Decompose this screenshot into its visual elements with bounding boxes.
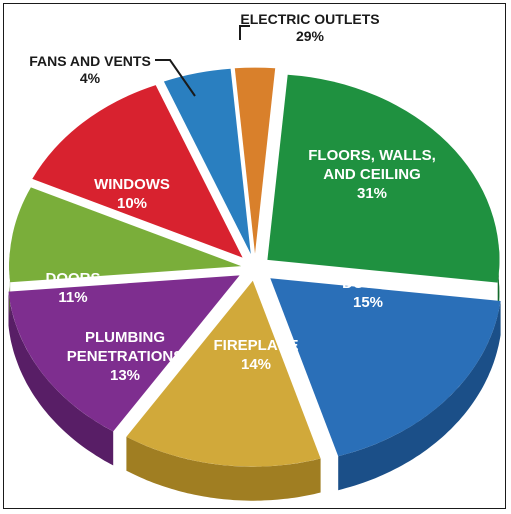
- label-windows: WINDOWS 10%: [94, 176, 170, 212]
- label-doors: DOORS 11%: [45, 270, 100, 306]
- slice-name-label: PLUMBING: [85, 329, 165, 346]
- slice-value-label: 15%: [353, 294, 383, 311]
- label-fireplace: FIREPLACE 14%: [213, 337, 298, 373]
- slice-electric-outlets: [234, 67, 276, 254]
- slice-value-label: 14%: [241, 356, 271, 373]
- slice-name-label: ELECTRIC OUTLETS: [240, 11, 379, 27]
- slice-floors-walls-and-ceiling: [267, 74, 500, 283]
- chart-frame: [3, 3, 506, 509]
- slice-fans-and-vents: [163, 68, 251, 254]
- leader-line-fans-and-vents: [155, 59, 196, 97]
- slice-value-label: 13%: [110, 367, 140, 384]
- slice-name-label: DOORS: [45, 270, 100, 287]
- label-plumbing-penetrations: PLUMBING PENETRATIONS 13%: [67, 329, 183, 384]
- label-fans-and-vents: FANS AND VENTS 4%: [29, 53, 151, 86]
- slice-name-label: PENETRATIONS: [67, 348, 183, 365]
- label-ducts: DUCTS 15%: [342, 275, 394, 311]
- slice-value-label: 29%: [296, 28, 325, 44]
- slice-name-label: FIREPLACE: [213, 337, 298, 354]
- slice-side-fireplace: [126, 436, 321, 501]
- slice-side-ducts: [338, 301, 501, 491]
- slice-value-label: 10%: [117, 195, 147, 212]
- slice-value-label: 31%: [357, 185, 387, 202]
- pie-slices: [8, 67, 501, 467]
- slice-fireplace: [126, 280, 321, 467]
- slice-doors: [9, 187, 242, 283]
- slice-plumbing-penetrations: [8, 275, 240, 432]
- slice-name-label: DUCTS: [342, 275, 394, 292]
- slice-ducts: [270, 278, 501, 457]
- slice-name-label: FANS AND VENTS: [29, 53, 151, 69]
- slice-name-label: FLOORS, WALLS,: [308, 147, 436, 164]
- label-electric-outlets: ELECTRIC OUTLETS 29%: [240, 11, 379, 44]
- leader-line-electric-outlets: [239, 25, 250, 40]
- slice-name-label: AND CEILING: [323, 166, 421, 183]
- slice-value-label: 11%: [58, 289, 87, 306]
- slice-windows: [32, 85, 243, 258]
- slice-name-label: WINDOWS: [94, 176, 170, 193]
- label-floors-walls-and-ceiling: FLOORS, WALLS, AND CEILING 31%: [308, 147, 436, 202]
- slice-labels: ELECTRIC OUTLETS 29% FLOORS, WALLS, AND CEI…: [29, 11, 436, 384]
- leader-lines: [155, 25, 250, 97]
- slice-value-label: 4%: [80, 70, 101, 86]
- slice-side-plumbing-penetrations: [8, 291, 114, 466]
